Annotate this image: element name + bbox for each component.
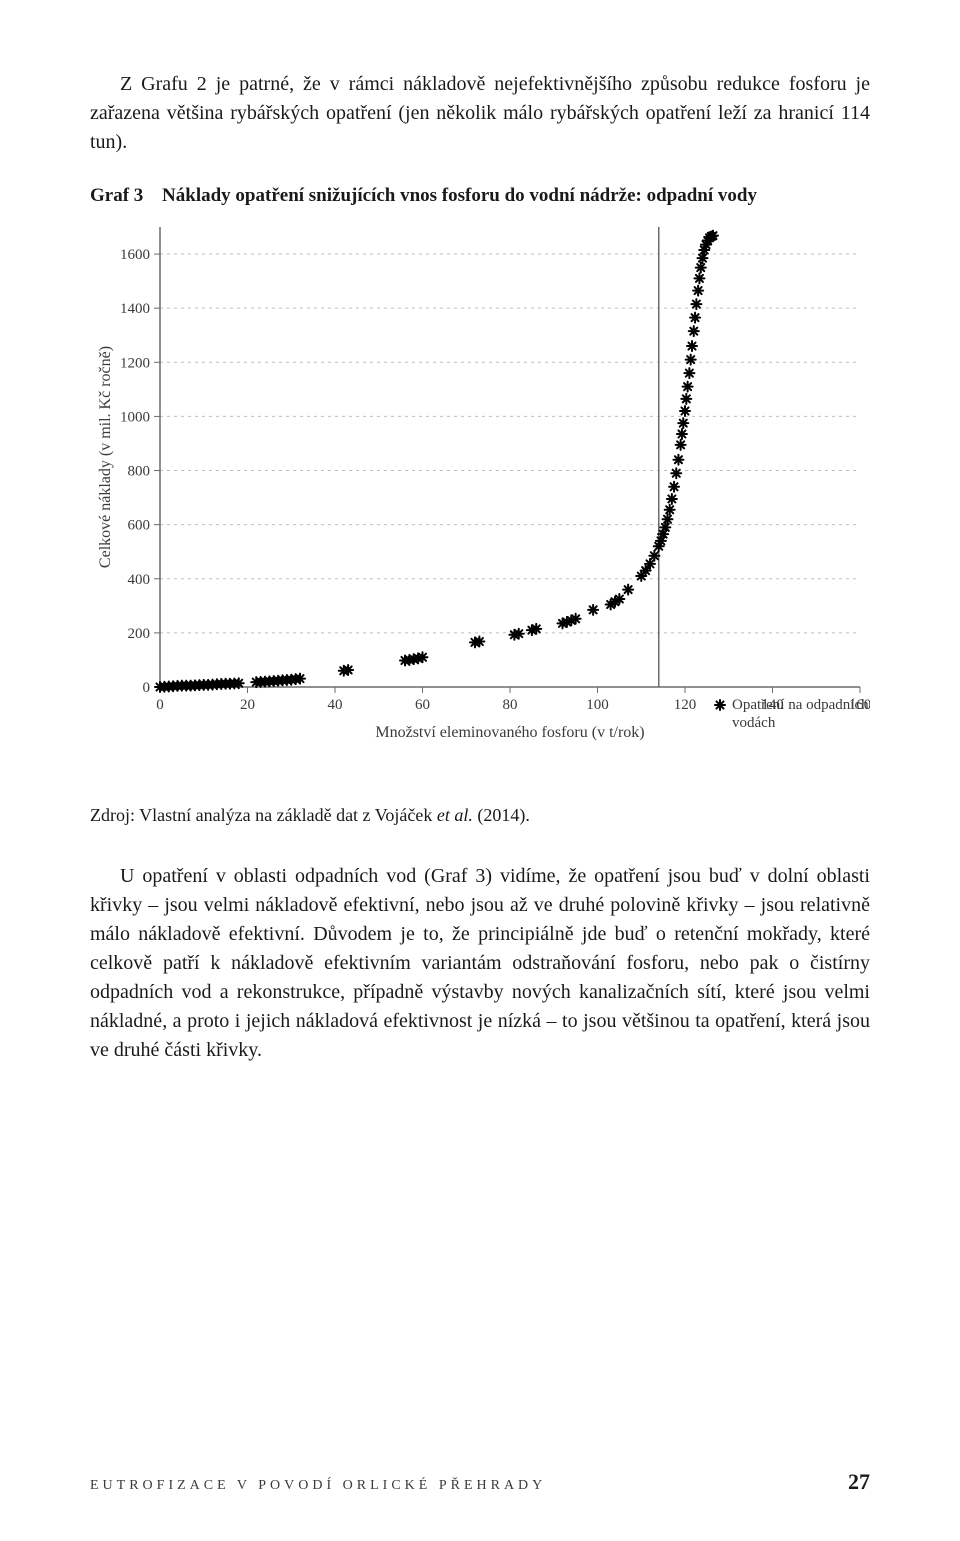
svg-text:Celkové náklady (v mil. Kč roč: Celkové náklady (v mil. Kč ročně)	[97, 346, 114, 568]
figure-label-prefix: Graf 3	[90, 185, 143, 206]
source-etal: et al.	[437, 805, 473, 825]
svg-text:100: 100	[586, 697, 609, 713]
svg-text:0: 0	[156, 697, 164, 713]
page-number: 27	[848, 1469, 870, 1495]
svg-text:1200: 1200	[120, 355, 150, 371]
body-paragraph: U opatření v oblasti odpadních vod (Graf…	[90, 862, 870, 1065]
page: Z Grafu 2 je patrné, že v rámci nákladov…	[0, 0, 960, 1541]
svg-text:0: 0	[143, 680, 151, 696]
svg-text:400: 400	[128, 572, 151, 588]
svg-text:Opatření na odpadních: Opatření na odpadních	[732, 697, 869, 713]
svg-text:80: 80	[503, 697, 518, 713]
svg-text:vodách: vodách	[732, 715, 776, 731]
svg-text:120: 120	[674, 697, 697, 713]
svg-text:800: 800	[128, 464, 151, 480]
svg-text:600: 600	[128, 518, 151, 534]
svg-text:40: 40	[328, 697, 343, 713]
svg-text:60: 60	[415, 697, 430, 713]
svg-text:200: 200	[128, 626, 151, 642]
source-prefix: Zdroj: Vlastní analýza na základě dat z …	[90, 805, 437, 825]
footer-text: Eutrofizace v povodí Orlické přehrady	[90, 1478, 546, 1494]
svg-text:1400: 1400	[120, 301, 150, 317]
svg-text:1600: 1600	[120, 247, 150, 263]
svg-text:Množství eleminovaného fosforu: Množství eleminovaného fosforu (v t/rok)	[375, 724, 644, 741]
figure-caption: Graf 3 Náklady opatření snižujících vnos…	[90, 185, 870, 207]
page-footer: Eutrofizace v povodí Orlické přehrady 27	[90, 1469, 870, 1495]
source-suffix: (2014).	[473, 805, 530, 825]
cost-chart: 0204060801001201401600200400600800100012…	[90, 217, 870, 777]
svg-text:20: 20	[240, 697, 255, 713]
svg-text:1000: 1000	[120, 409, 150, 425]
figure-title: Náklady opatření snižujících vnos fosfor…	[162, 185, 757, 206]
figure-source: Zdroj: Vlastní analýza na základě dat z …	[90, 805, 870, 826]
intro-paragraph: Z Grafu 2 je patrné, že v rámci nákladov…	[90, 70, 870, 157]
